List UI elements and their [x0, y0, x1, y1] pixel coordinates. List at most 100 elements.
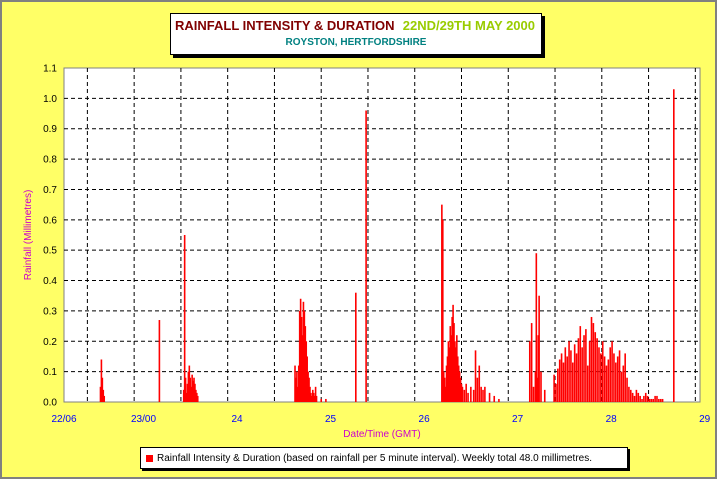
x-tick-label: 27 [512, 414, 524, 425]
rain-bar [454, 341, 456, 402]
rain-bar [194, 383, 196, 402]
rain-bar [596, 338, 598, 402]
rain-bar [570, 350, 572, 402]
rain-bar [540, 371, 542, 402]
rain-bar [449, 326, 452, 402]
rain-bar [311, 395, 313, 402]
rain-bar [601, 341, 604, 402]
rain-bar [659, 398, 662, 402]
rain-bar [444, 386, 447, 402]
y-axis-title: Rainfall (Millimetres) [23, 190, 34, 281]
rain-bar [560, 353, 563, 402]
rain-bar [639, 395, 641, 402]
y-tick-label: 0.1 [43, 367, 57, 378]
rain-bar [446, 356, 449, 402]
chart-location: ROYSTON, HERTFORDSHIRE [285, 37, 427, 48]
rain-bar [309, 386, 311, 402]
rain-bar [652, 398, 655, 402]
rain-bar [100, 359, 103, 402]
rain-bar [643, 395, 645, 402]
rain-bar [641, 398, 643, 402]
rain-bar [474, 350, 477, 402]
rain-bar [313, 395, 316, 402]
rain-bar [673, 89, 675, 402]
legend: Rainfall Intensity & Duration (based on … [140, 447, 628, 469]
rain-bar [188, 365, 191, 402]
rain-bar [298, 310, 301, 402]
rain-bar [613, 353, 615, 402]
rain-bar [303, 310, 306, 402]
x-tick-label: 26 [419, 414, 431, 425]
rain-bar [453, 323, 455, 402]
rain-bar [572, 362, 574, 402]
rain-bar [656, 395, 658, 402]
rain-bar [555, 383, 557, 402]
rain-bar [470, 386, 472, 402]
rain-bar [158, 320, 161, 402]
rain-bar [306, 356, 308, 402]
rain-bar [441, 219, 444, 402]
x-axis-title: Date/Time (GMT) [343, 429, 420, 440]
rain-bar [308, 377, 310, 402]
rain-bar [102, 389, 105, 402]
rain-bar [607, 359, 610, 402]
rain-bar [553, 374, 555, 402]
rain-bar [305, 341, 308, 402]
rain-bar [598, 347, 600, 402]
rain-bar [312, 392, 315, 402]
rain-bar [307, 371, 309, 402]
rain-bar [575, 353, 578, 402]
rain-bar [300, 316, 303, 402]
rain-bar [443, 377, 446, 402]
rain-bar [101, 377, 104, 402]
rain-bar [365, 110, 367, 402]
rain-bar [588, 341, 591, 402]
rain-bar [452, 304, 454, 402]
rain-bar [196, 392, 198, 402]
rain-bar [590, 316, 593, 402]
rain-bar [450, 335, 453, 402]
rain-bar [448, 347, 451, 402]
y-tick-label: 0.8 [43, 155, 57, 166]
rain-bar [467, 392, 469, 402]
rain-bar [648, 398, 651, 402]
x-tick-label: 28 [606, 414, 618, 425]
rain-bar [577, 338, 580, 402]
rain-bar [620, 371, 623, 402]
y-tick-label: 1.1 [43, 64, 57, 75]
rain-bar [631, 392, 634, 402]
y-tick-label: 0.0 [43, 398, 57, 409]
rain-bar [581, 347, 583, 402]
rain-bar [304, 326, 307, 402]
rain-bar [654, 395, 656, 402]
rain-bar [192, 380, 194, 402]
rain-bar [193, 377, 195, 402]
rain-bar [456, 335, 458, 402]
rain-bar [628, 386, 630, 402]
rain-bar [457, 365, 460, 402]
rain-bar [626, 377, 628, 402]
legend-text: Rainfall Intensity & Duration (based on … [157, 452, 593, 464]
rain-bar [558, 359, 561, 402]
rain-bar [482, 389, 484, 402]
rain-bar [478, 365, 481, 402]
rain-bar [622, 365, 625, 402]
x-tick-label: 24 [231, 414, 243, 425]
rain-bar [184, 377, 187, 402]
rain-bar [633, 395, 636, 402]
rain-bar [458, 371, 461, 402]
rain-bar [536, 377, 539, 402]
x-tick-label: 25 [325, 414, 337, 425]
y-tick-label: 0.6 [43, 215, 57, 226]
rain-bar [615, 362, 617, 402]
rain-bar [455, 347, 457, 402]
y-tick-label: 0.4 [43, 276, 57, 287]
rain-bar [480, 386, 482, 402]
rain-bar [460, 383, 463, 402]
y-tick-label: 0.3 [43, 306, 57, 317]
rain-bar [355, 292, 357, 402]
rain-bar [488, 392, 491, 402]
rain-bar [594, 332, 597, 402]
rain-bar [302, 301, 305, 402]
